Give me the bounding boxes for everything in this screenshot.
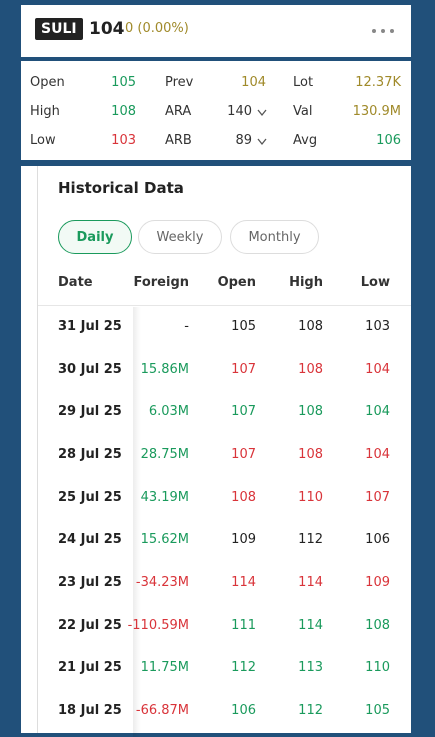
value-cell: -: [184, 319, 189, 334]
value-cell: 15.86M: [140, 361, 189, 377]
column-header: Low: [360, 275, 390, 290]
value-cell: 107: [231, 361, 256, 377]
value-cell: 113: [298, 660, 323, 676]
date-cell: 30 Jul 25: [58, 361, 122, 377]
value-cell: 108: [298, 404, 323, 420]
value-cell: 108: [298, 319, 323, 334]
value-cell: 104: [365, 361, 390, 377]
value-cell: 107: [231, 447, 256, 462]
stat-value: 12.37K: [355, 75, 401, 90]
column-header: Open: [217, 275, 256, 290]
value-cell: 105: [231, 319, 256, 334]
column-header: Foreign: [133, 275, 189, 290]
value-cell: 6.03M: [148, 404, 189, 420]
quote-header: SULI 104 0 (0.00%): [21, 5, 411, 57]
date-cell: 25 Jul 25: [58, 489, 122, 505]
more-button[interactable]: [371, 27, 395, 35]
date-cell: 24 Jul 25: [58, 532, 122, 548]
value-cell: 109: [231, 532, 256, 548]
value-cell: 114: [231, 575, 256, 591]
value-cell: 112: [231, 660, 256, 676]
date-cell: 21 Jul 25: [58, 660, 122, 676]
change: 0 (0.00%): [125, 21, 189, 36]
value-cell: 112: [298, 532, 323, 548]
stat-label: Val: [293, 104, 313, 119]
stat-value: 140: [227, 104, 252, 119]
value-cell: 111: [231, 617, 256, 633]
stat-value: 103: [111, 133, 136, 148]
stat-label: Prev: [165, 75, 194, 90]
section-title: Historical Data: [58, 179, 184, 197]
column-header: Date: [58, 275, 93, 290]
tab[interactable]: Weekly: [138, 220, 222, 254]
tab[interactable]: Daily: [58, 220, 132, 254]
stat-label: Avg: [293, 133, 318, 148]
symbol: SULI: [35, 18, 83, 40]
value-cell: 110: [298, 489, 323, 505]
stat-value: 106: [376, 133, 401, 148]
historical-panel: Historical Data Daily Weekly Monthly Date Fo…: [21, 166, 411, 737]
dropdown-icon[interactable]: [257, 109, 267, 117]
value-cell: 114: [298, 575, 323, 591]
stat-value: 104: [241, 75, 266, 90]
value-cell: -66.87M: [135, 703, 189, 719]
stat-label: Lot: [293, 75, 314, 90]
value-cell: 104: [365, 404, 390, 420]
value-cell: 108: [298, 361, 323, 377]
value-cell: 110: [365, 660, 390, 676]
dropdown-icon[interactable]: [257, 138, 267, 146]
stat-value: 89: [235, 133, 252, 148]
stat-value: 130.9M: [352, 104, 401, 119]
stat-value: 108: [111, 104, 136, 119]
value-cell: 11.75M: [140, 660, 189, 676]
date-cell: 22 Jul 25: [58, 617, 122, 633]
date-cell: 31 Jul 25: [58, 319, 122, 334]
value-cell: -34.23M: [135, 575, 189, 591]
stats-panel: Open 105 Prev 104 Lot 12.37K High 108 ARA 140 Val 1…: [21, 61, 411, 160]
value-cell: 105: [365, 703, 390, 719]
stat-label: High: [30, 104, 60, 119]
value-cell: 107: [365, 489, 390, 505]
value-cell: 15.62M: [140, 532, 189, 548]
value-cell: 109: [365, 575, 390, 591]
value-cell: 106: [365, 532, 390, 548]
date-cell: 28 Jul 25: [58, 447, 122, 462]
value-cell: -110.59M: [127, 617, 189, 633]
stat-label: ARB: [165, 133, 192, 148]
tab[interactable]: Monthly: [230, 220, 319, 254]
value-cell: 106: [231, 703, 256, 719]
value-cell: 104: [365, 447, 390, 462]
stat-label: Open: [30, 75, 65, 90]
date-cell: 29 Jul 25: [58, 404, 122, 420]
column-header: High: [289, 275, 323, 290]
value-cell: 108: [365, 617, 390, 633]
stat-label: Low: [30, 133, 56, 148]
value-cell: 43.19M: [140, 489, 189, 505]
value-cell: 114: [298, 617, 323, 633]
date-cell: 23 Jul 25: [58, 575, 122, 591]
stat-label: ARA: [165, 104, 192, 119]
value-cell: 28.75M: [140, 447, 189, 462]
sticky-shadow: [133, 307, 141, 737]
date-cell: 18 Jul 25: [58, 703, 122, 719]
value-cell: 108: [298, 447, 323, 462]
price: 104: [89, 19, 125, 39]
stat-value: 105: [111, 75, 136, 90]
value-cell: 103: [365, 319, 390, 334]
value-cell: 112: [298, 703, 323, 719]
value-cell: 108: [231, 489, 256, 505]
value-cell: 107: [231, 404, 256, 420]
